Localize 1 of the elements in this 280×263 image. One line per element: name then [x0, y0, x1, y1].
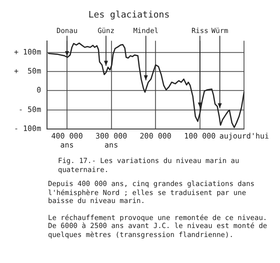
chart-title: Les glaciations — [88, 10, 170, 21]
